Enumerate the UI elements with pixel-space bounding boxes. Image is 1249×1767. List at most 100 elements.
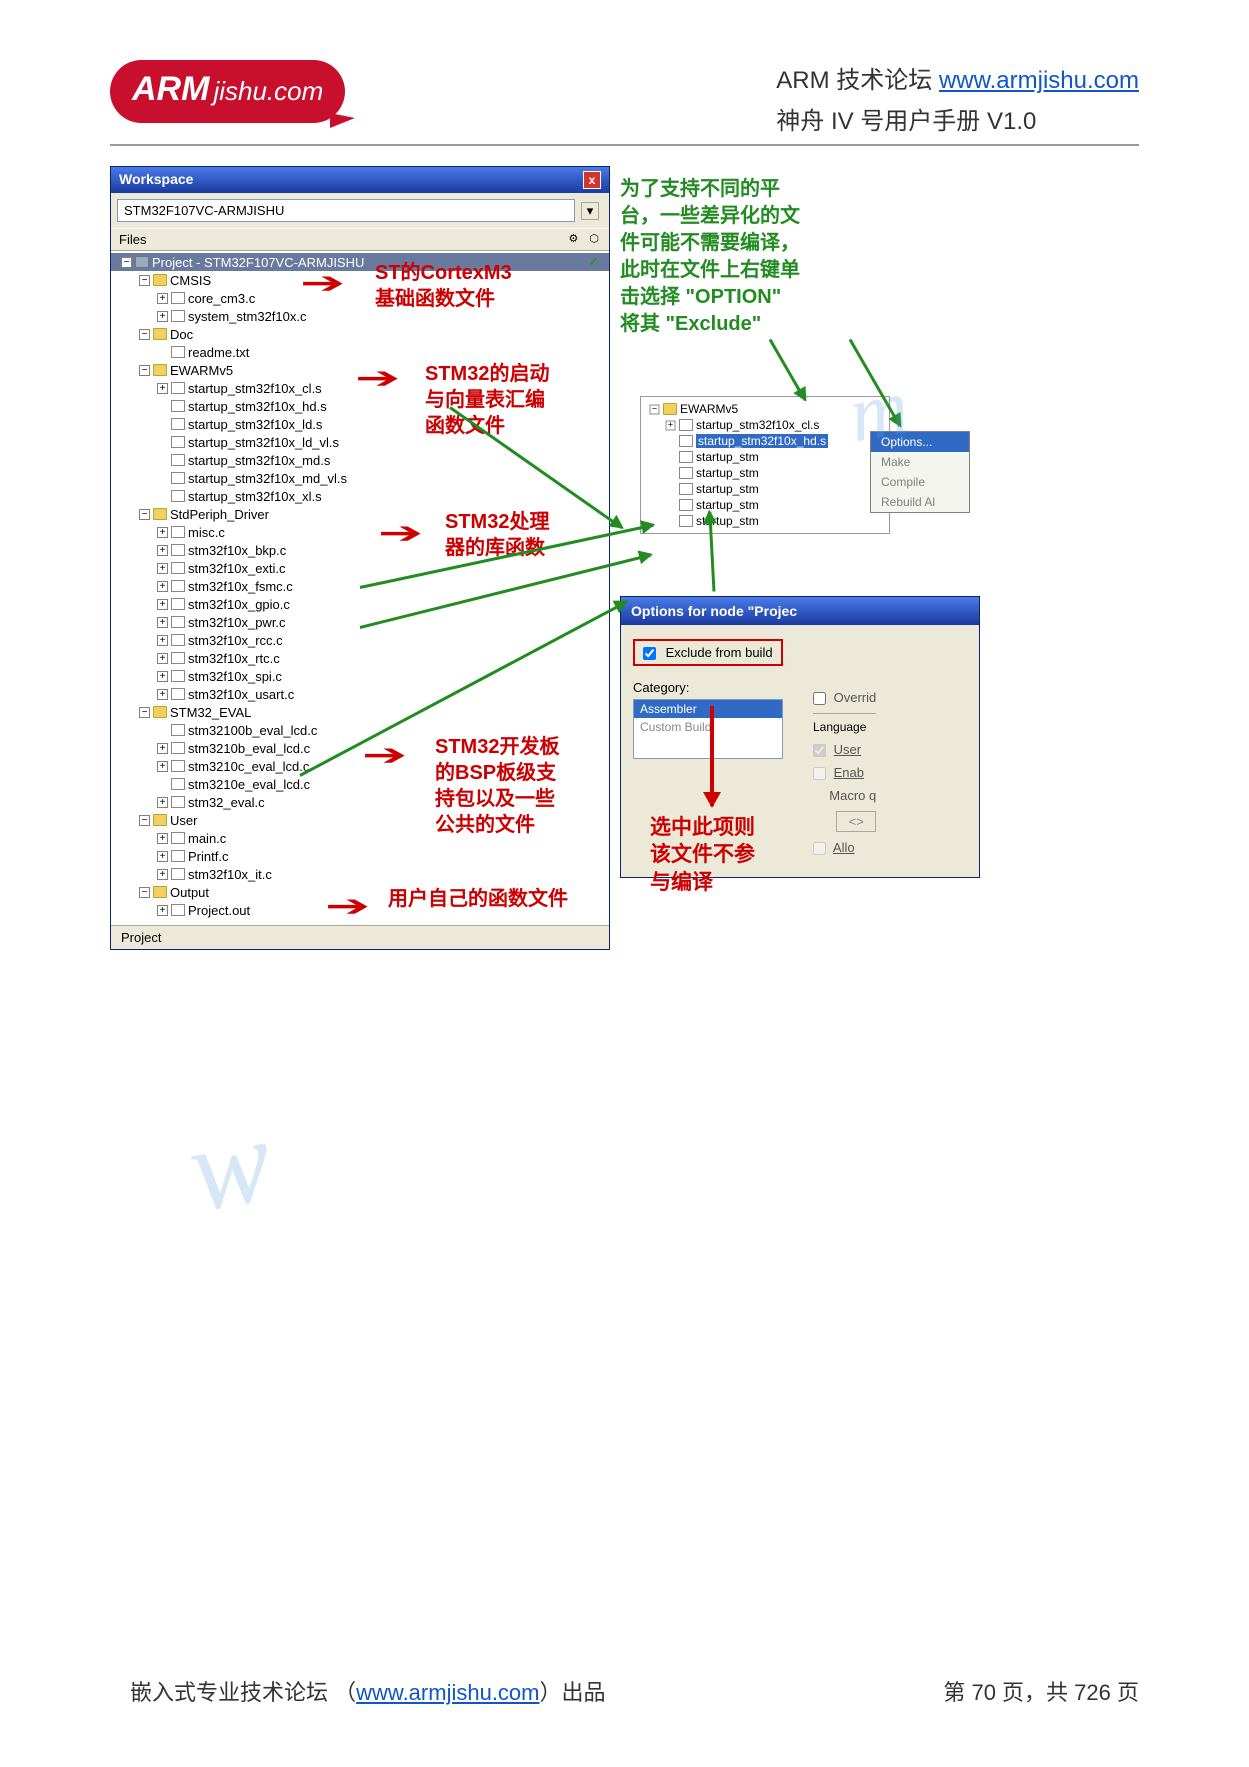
mini-tree-row[interactable]: −EWARMv5 (645, 401, 885, 417)
tree-row[interactable]: −Project - STM32F107VC-ARMJISHU✓ (111, 253, 609, 271)
tree-row[interactable]: startup_stm32f10x_ld_vl.s (111, 433, 609, 451)
expand-icon[interactable]: − (121, 257, 132, 268)
tree-row[interactable]: +stm32f10x_usart.c (111, 685, 609, 703)
expand-icon[interactable]: + (157, 761, 168, 772)
expand-icon[interactable]: + (157, 689, 168, 700)
mini-tree-row[interactable]: startup_stm32f10x_hd.s (645, 433, 885, 449)
tree-row[interactable]: + stm32f10x_rtc.c (111, 649, 609, 667)
tree-row[interactable]: +stm32f10x_bkp.c (111, 541, 609, 559)
expand-icon[interactable]: − (139, 275, 150, 286)
tree-row[interactable]: +stm32f10x_exti.c (111, 559, 609, 577)
override-checkbox[interactable] (813, 692, 826, 705)
tree-row[interactable]: startup_stm32f10x_xl.s (111, 487, 609, 505)
footer-url[interactable]: www.armjishu.com (356, 1680, 539, 1705)
tree-row[interactable]: +stm32f10x_rcc.c (111, 631, 609, 649)
category-custom[interactable]: Custom Build (634, 718, 782, 736)
header-url[interactable]: www.armjishu.com (939, 67, 1139, 94)
tree-row[interactable]: startup_stm32f10x_hd.s (111, 397, 609, 415)
category-list[interactable]: Assembler Custom Build (633, 699, 783, 759)
expand-icon[interactable]: + (157, 581, 168, 592)
expand-icon[interactable]: + (157, 833, 168, 844)
expand-icon[interactable]: − (139, 707, 150, 718)
tree-row[interactable]: −CMSIS (111, 271, 609, 289)
tree-row[interactable]: stm3210e_eval_lcd.c (111, 775, 609, 793)
expand-icon[interactable]: + (157, 563, 168, 574)
ctx-options[interactable]: Options... (871, 432, 969, 452)
file-icon (171, 346, 185, 358)
tree-row[interactable]: +stm32f10x_fsmc.c (111, 577, 609, 595)
tree-row[interactable]: −User (111, 811, 609, 829)
expand-icon[interactable]: + (157, 545, 168, 556)
user-checkbox[interactable] (813, 744, 826, 757)
tree-row[interactable]: +stm32_eval.c (111, 793, 609, 811)
workspace-title-text: Workspace (119, 171, 193, 189)
exclude-checkbox[interactable] (643, 647, 656, 660)
enab-checkbox[interactable] (813, 767, 826, 780)
expand-icon[interactable]: + (157, 905, 168, 916)
expand-icon[interactable]: + (157, 599, 168, 610)
tree-row[interactable]: +main.c (111, 829, 609, 847)
expand-icon[interactable]: + (157, 797, 168, 808)
expand-icon[interactable]: + (157, 743, 168, 754)
expand-icon[interactable]: + (157, 671, 168, 682)
expand-icon[interactable]: − (139, 329, 150, 340)
tree-row[interactable]: −STM32_EVAL (111, 703, 609, 721)
expand-icon[interactable]: + (157, 653, 168, 664)
mini-tree-row[interactable]: startup_stm (645, 449, 885, 465)
tree-row[interactable]: −StdPeriph_Driver (111, 505, 609, 523)
logo-suffix-text: jishu.com (213, 76, 323, 106)
expand-icon[interactable]: + (157, 293, 168, 304)
expand-icon[interactable]: − (139, 815, 150, 826)
expand-icon[interactable]: + (157, 635, 168, 646)
tree-row[interactable]: +stm3210c_eval_lcd.c (111, 757, 609, 775)
tree-row[interactable]: startup_stm32f10x_md_vl.s (111, 469, 609, 487)
tree-row[interactable]: +misc.c (111, 523, 609, 541)
allo-checkbox[interactable] (813, 842, 826, 855)
expand-icon[interactable]: + (157, 311, 168, 322)
mini-file-tree[interactable]: −EWARMv5+startup_stm32f10x_cl.sstartup_s… (640, 396, 890, 534)
tree-row[interactable]: +stm32f10x_pwr.c (111, 613, 609, 631)
file-icon (171, 796, 185, 808)
close-icon[interactable]: x (583, 171, 601, 189)
option-keyword: OPTION (695, 286, 772, 308)
expand-icon[interactable]: − (139, 509, 150, 520)
tree-row[interactable]: +stm32f10x_spi.c (111, 667, 609, 685)
diamond-button[interactable]: <> (836, 811, 876, 832)
tree-row[interactable]: +stm32f10x_gpio.c (111, 595, 609, 613)
ctx-compile[interactable]: Compile (871, 472, 969, 492)
ctx-rebuild[interactable]: Rebuild Al (871, 492, 969, 512)
expand-icon[interactable]: + (157, 383, 168, 394)
mini-tree-row[interactable]: startup_stm (645, 481, 885, 497)
tree-row[interactable]: +stm32f10x_it.c (111, 865, 609, 883)
tree-row[interactable]: +system_stm32f10x.c (111, 307, 609, 325)
tree-row[interactable]: +core_cm3.c (111, 289, 609, 307)
ctx-make[interactable]: Make (871, 452, 969, 472)
tree-row[interactable]: +Printf.c (111, 847, 609, 865)
config-dropdown-icon[interactable]: ▾ (581, 202, 599, 220)
mini-tree-row[interactable]: startup_stm (645, 497, 885, 513)
expand-icon[interactable]: + (157, 617, 168, 628)
tree-row[interactable]: readme.txt (111, 343, 609, 361)
tree-row[interactable]: startup_stm32f10x_ld.s (111, 415, 609, 433)
tree-row[interactable]: startup_stm32f10x_md.s (111, 451, 609, 469)
expand-icon[interactable]: − (139, 887, 150, 898)
file-tree[interactable]: −Project - STM32F107VC-ARMJISHU✓−CMSIS+c… (111, 251, 609, 925)
tree-row[interactable]: +stm3210b_eval_lcd.c (111, 739, 609, 757)
tree-row[interactable]: −Doc (111, 325, 609, 343)
file-icon (171, 688, 185, 700)
expand-icon[interactable]: + (157, 869, 168, 880)
mini-tree-row[interactable]: +startup_stm32f10x_cl.s (645, 417, 885, 433)
file-icon (171, 868, 185, 880)
category-assembler[interactable]: Assembler (634, 700, 782, 718)
mini-tree-row[interactable]: startup_stm (645, 465, 885, 481)
mini-tree-row[interactable]: startup_stm (645, 513, 885, 529)
tree-row[interactable]: stm32100b_eval_lcd.c (111, 721, 609, 739)
expand-icon[interactable]: + (157, 527, 168, 538)
config-select[interactable]: STM32F107VC-ARMJISHU (117, 199, 575, 222)
tree-item-label: stm32f10x_rtc.c (188, 651, 280, 666)
project-tab[interactable]: Project (111, 925, 609, 949)
workspace-titlebar: Workspace x (111, 167, 609, 193)
expand-icon[interactable]: + (157, 851, 168, 862)
header-icons: ⚙ ⬡ (568, 232, 603, 247)
expand-icon[interactable]: − (139, 365, 150, 376)
